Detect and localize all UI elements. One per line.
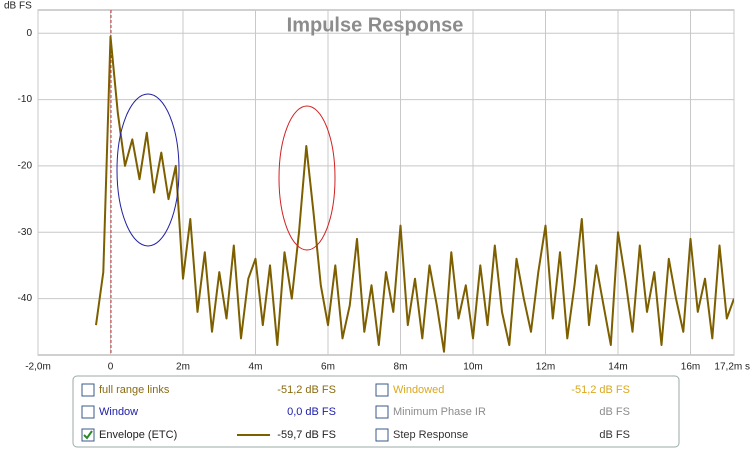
- x-tick-label: 14m: [608, 362, 627, 373]
- legend-readout: dB FS: [599, 429, 630, 441]
- checkbox[interactable]: [81, 383, 95, 397]
- checkbox[interactable]: [375, 383, 389, 397]
- annotation-ellipse: [278, 105, 336, 251]
- annotation-ellipse: [116, 93, 180, 247]
- x-tick-label: -2,0m: [25, 362, 51, 373]
- x-tick-label: 6m: [321, 362, 335, 373]
- y-tick-label: 0: [26, 28, 32, 39]
- x-tick-label: 10m: [463, 362, 482, 373]
- y-tick-label: -20: [18, 161, 33, 172]
- x-tick-label: 8m: [394, 362, 408, 373]
- y-tick-label: -10: [18, 94, 33, 105]
- checkbox[interactable]: [375, 405, 389, 419]
- checkbox[interactable]: [375, 428, 389, 442]
- legend-label: Envelope (ETC): [99, 429, 177, 441]
- legend-label: Windowed: [393, 384, 444, 396]
- legend-readout: dB FS: [599, 406, 630, 418]
- x-tick-label: 2m: [176, 362, 190, 373]
- x-tick-label: 4m: [249, 362, 263, 373]
- checkmark: [83, 430, 93, 440]
- legend-label: Window: [99, 406, 138, 418]
- chart-title: Impulse Response: [287, 14, 464, 36]
- y-axis-label: dB FS: [4, 1, 32, 12]
- legend-label: Step Response: [393, 429, 468, 441]
- legend-label: full range links: [99, 384, 170, 396]
- x-tick-label: 0: [108, 362, 114, 373]
- checkbox[interactable]: [81, 405, 95, 419]
- legend-readout: -51,2 dB FS: [571, 384, 630, 396]
- y-tick-label: -40: [18, 293, 33, 304]
- x-tick-label: 17,2m s: [714, 362, 750, 373]
- legend-label: Minimum Phase IR: [393, 406, 486, 418]
- series-line: [95, 35, 734, 353]
- legend-readout: -51,2 dB FS: [277, 384, 336, 396]
- legend-readout: -59,7 dB FS: [277, 429, 336, 441]
- x-tick-label: 12m: [536, 362, 555, 373]
- y-tick-label: -30: [18, 227, 33, 238]
- x-tick-label: 16m: [681, 362, 700, 373]
- legend-readout: 0,0 dB FS: [287, 406, 336, 418]
